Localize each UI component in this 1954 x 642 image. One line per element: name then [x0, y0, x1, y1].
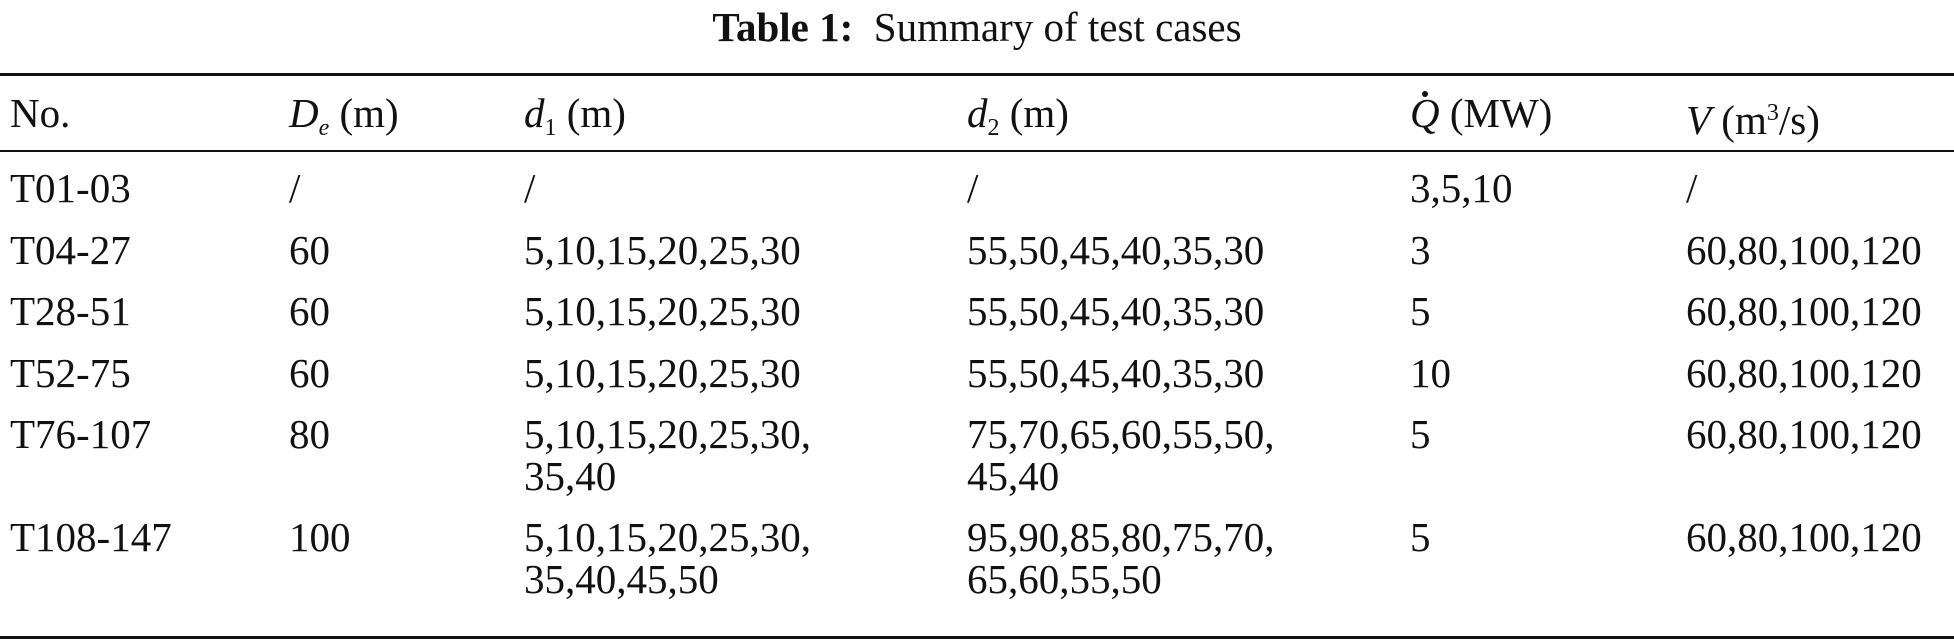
- cell-v: 60,80,100,120: [1686, 350, 1922, 396]
- cell-de: 60: [289, 227, 330, 273]
- top-rule: [0, 73, 1954, 76]
- table-caption: Table 1: Summary of test cases: [0, 2, 1954, 52]
- header-d1-subscript: 1: [544, 115, 557, 141]
- cell-d1-line1: 5,10,15,20,25,30,: [524, 411, 811, 457]
- header-d2-subscript: 2: [987, 115, 1000, 141]
- cell-no: T04-27: [10, 227, 131, 273]
- cell-no: T52-75: [10, 350, 131, 396]
- cell-de: /: [289, 165, 301, 211]
- cell-no: T108-147: [10, 514, 172, 560]
- header-d1-symbol: d: [524, 90, 545, 136]
- header-q-symbol: Q: [1410, 90, 1440, 136]
- cell-d1: 5,10,15,20,25,30: [524, 350, 801, 396]
- cell-q: 5: [1410, 411, 1431, 457]
- header-d1: d1 (m): [524, 88, 626, 153]
- caption-label: Table 1:: [712, 4, 854, 50]
- cell-q: 5: [1410, 514, 1431, 560]
- header-de-symbol: D: [289, 90, 319, 136]
- header-d2-unit: (m): [1009, 90, 1069, 136]
- header-v-unit-post: /s): [1778, 97, 1820, 143]
- cell-d2-line2: 45,40: [967, 453, 1060, 499]
- header-de-unit: (m): [339, 90, 399, 136]
- header-v-symbol: V: [1686, 97, 1712, 143]
- cell-d2: 55,50,45,40,35,30: [967, 350, 1265, 396]
- cell-d1-line2: 35,40,45,50: [524, 556, 719, 602]
- cell-d1: 5,10,15,20,25,30: [524, 288, 801, 334]
- cell-v: /: [1686, 165, 1698, 211]
- cell-d1: 5,10,15,20,25,30: [524, 227, 801, 273]
- cell-d2-line1: 75,70,65,60,55,50,: [967, 411, 1275, 457]
- cell-d2-line1: 95,90,85,80,75,70,: [967, 514, 1275, 560]
- cell-de: 80: [289, 411, 330, 457]
- cell-v: 60,80,100,120: [1686, 288, 1922, 334]
- cell-d2: 55,50,45,40,35,30: [967, 227, 1265, 273]
- cell-v: 60,80,100,120: [1686, 514, 1922, 560]
- header-v-unit-pre: (m: [1721, 97, 1767, 143]
- header-de: De (m): [289, 88, 399, 153]
- header-rule: [0, 150, 1954, 152]
- cell-d1: /: [524, 165, 536, 211]
- cell-de: 100: [289, 514, 351, 560]
- cell-q: 3: [1410, 227, 1431, 273]
- header-v-unit-sup: 3: [1766, 100, 1779, 126]
- header-q: Q (MW): [1410, 88, 1552, 138]
- cell-d1-line2: 35,40: [524, 453, 617, 499]
- cell-no: T28-51: [10, 288, 131, 334]
- header-no-label: No.: [10, 90, 71, 136]
- header-v: V (m3/s): [1686, 88, 1820, 145]
- header-v-unit: (m3/s): [1721, 97, 1820, 143]
- cell-v: 60,80,100,120: [1686, 411, 1922, 457]
- cell-de: 60: [289, 288, 330, 334]
- cell-no: T01-03: [10, 165, 131, 211]
- header-d2-symbol: d: [967, 90, 988, 136]
- header-d2: d2 (m): [967, 88, 1069, 153]
- bottom-rule: [0, 636, 1954, 639]
- cell-q: 5: [1410, 288, 1431, 334]
- cell-q: 10: [1410, 350, 1451, 396]
- header-d1-unit: (m): [566, 90, 626, 136]
- cell-d1-line1: 5,10,15,20,25,30,: [524, 514, 811, 560]
- header-q-unit: (MW): [1449, 90, 1553, 136]
- cell-d2-line2: 65,60,55,50: [967, 556, 1162, 602]
- header-de-subscript: e: [318, 115, 330, 141]
- cell-de: 60: [289, 350, 330, 396]
- cell-no: T76-107: [10, 411, 152, 457]
- cell-q: 3,5,10: [1410, 165, 1513, 211]
- cell-d2: /: [967, 165, 979, 211]
- cell-d2: 55,50,45,40,35,30: [967, 288, 1265, 334]
- caption-title: Summary of test cases: [873, 4, 1242, 50]
- header-no: No.: [10, 88, 70, 138]
- cell-v: 60,80,100,120: [1686, 227, 1922, 273]
